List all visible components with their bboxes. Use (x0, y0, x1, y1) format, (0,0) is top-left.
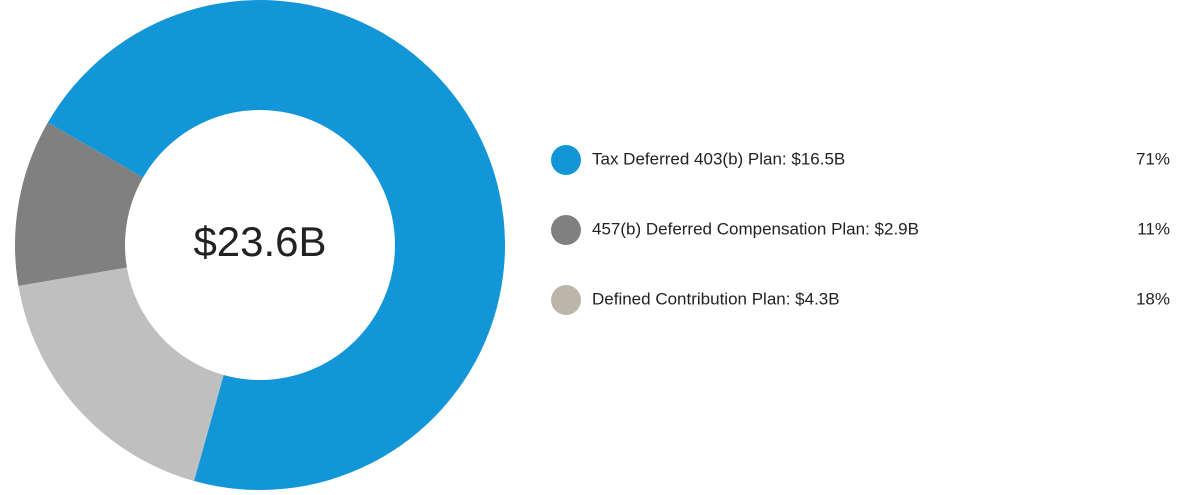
legend-value: 18% (1136, 289, 1170, 308)
legend-label: Tax Deferred 403(b) Plan: $16.5B (592, 149, 845, 168)
legend-label: Defined Contribution Plan: $4.3B (592, 289, 840, 308)
donut-slice (15, 122, 144, 286)
legend-dot (551, 215, 581, 245)
legend-label: 457(b) Deferred Compensation Plan: $2.9B (592, 219, 919, 238)
legend-value: 11% (1137, 219, 1170, 238)
legend-dot (551, 145, 581, 175)
donut-slice (47, 0, 505, 490)
legend-value: 71% (1136, 149, 1170, 168)
center-label: $23.6B (193, 218, 326, 265)
legend-dot (551, 285, 581, 315)
donut-slice (18, 267, 224, 481)
